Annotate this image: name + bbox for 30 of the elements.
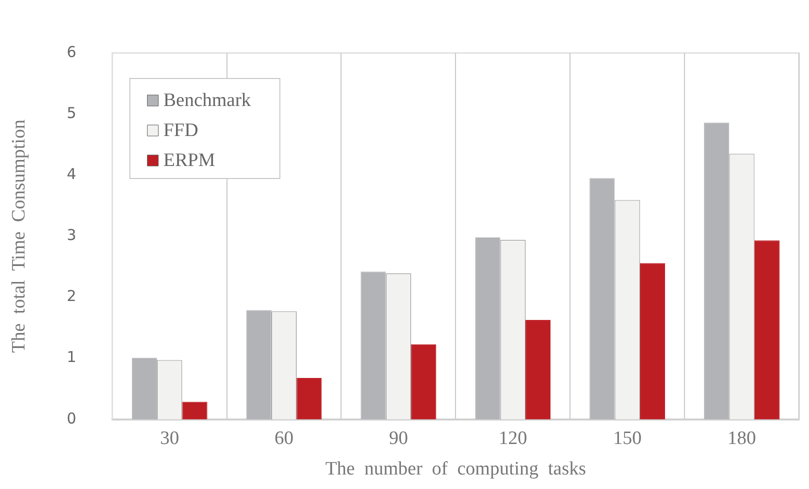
y-tick-label: 3 bbox=[66, 226, 76, 244]
y-tick-label: 0 bbox=[66, 409, 76, 428]
y-tick-label: 1 bbox=[66, 348, 76, 366]
bar bbox=[182, 402, 208, 420]
bar bbox=[246, 310, 272, 420]
x-axis-title: The number of computing tasks bbox=[325, 458, 586, 480]
x-tick-label: 180 bbox=[728, 428, 756, 449]
bar bbox=[411, 344, 436, 420]
y-tick-label: 5 bbox=[66, 104, 76, 122]
legend-label: Benchmark bbox=[163, 90, 252, 111]
legend-label: FFD bbox=[163, 120, 198, 141]
bar bbox=[475, 237, 500, 420]
x-tick-label: 60 bbox=[274, 428, 294, 449]
y-axis-title: The total Time Consumption bbox=[8, 119, 30, 353]
legend-label: ERPM bbox=[163, 150, 216, 171]
bar bbox=[360, 272, 386, 420]
bar bbox=[132, 358, 157, 420]
bar bbox=[525, 320, 551, 420]
bar bbox=[640, 263, 666, 420]
bar bbox=[590, 178, 615, 420]
y-tick-label: 6 bbox=[66, 42, 76, 61]
x-tick-label: 90 bbox=[388, 428, 408, 449]
x-tick-label: 120 bbox=[498, 428, 528, 449]
x-tick-label: 150 bbox=[613, 428, 642, 449]
x-tick-label: 30 bbox=[160, 428, 180, 449]
bar bbox=[704, 122, 730, 420]
y-tick-label: 4 bbox=[66, 165, 76, 184]
y-tick-label: 2 bbox=[66, 287, 76, 306]
bar bbox=[754, 240, 780, 420]
bar bbox=[296, 378, 322, 420]
